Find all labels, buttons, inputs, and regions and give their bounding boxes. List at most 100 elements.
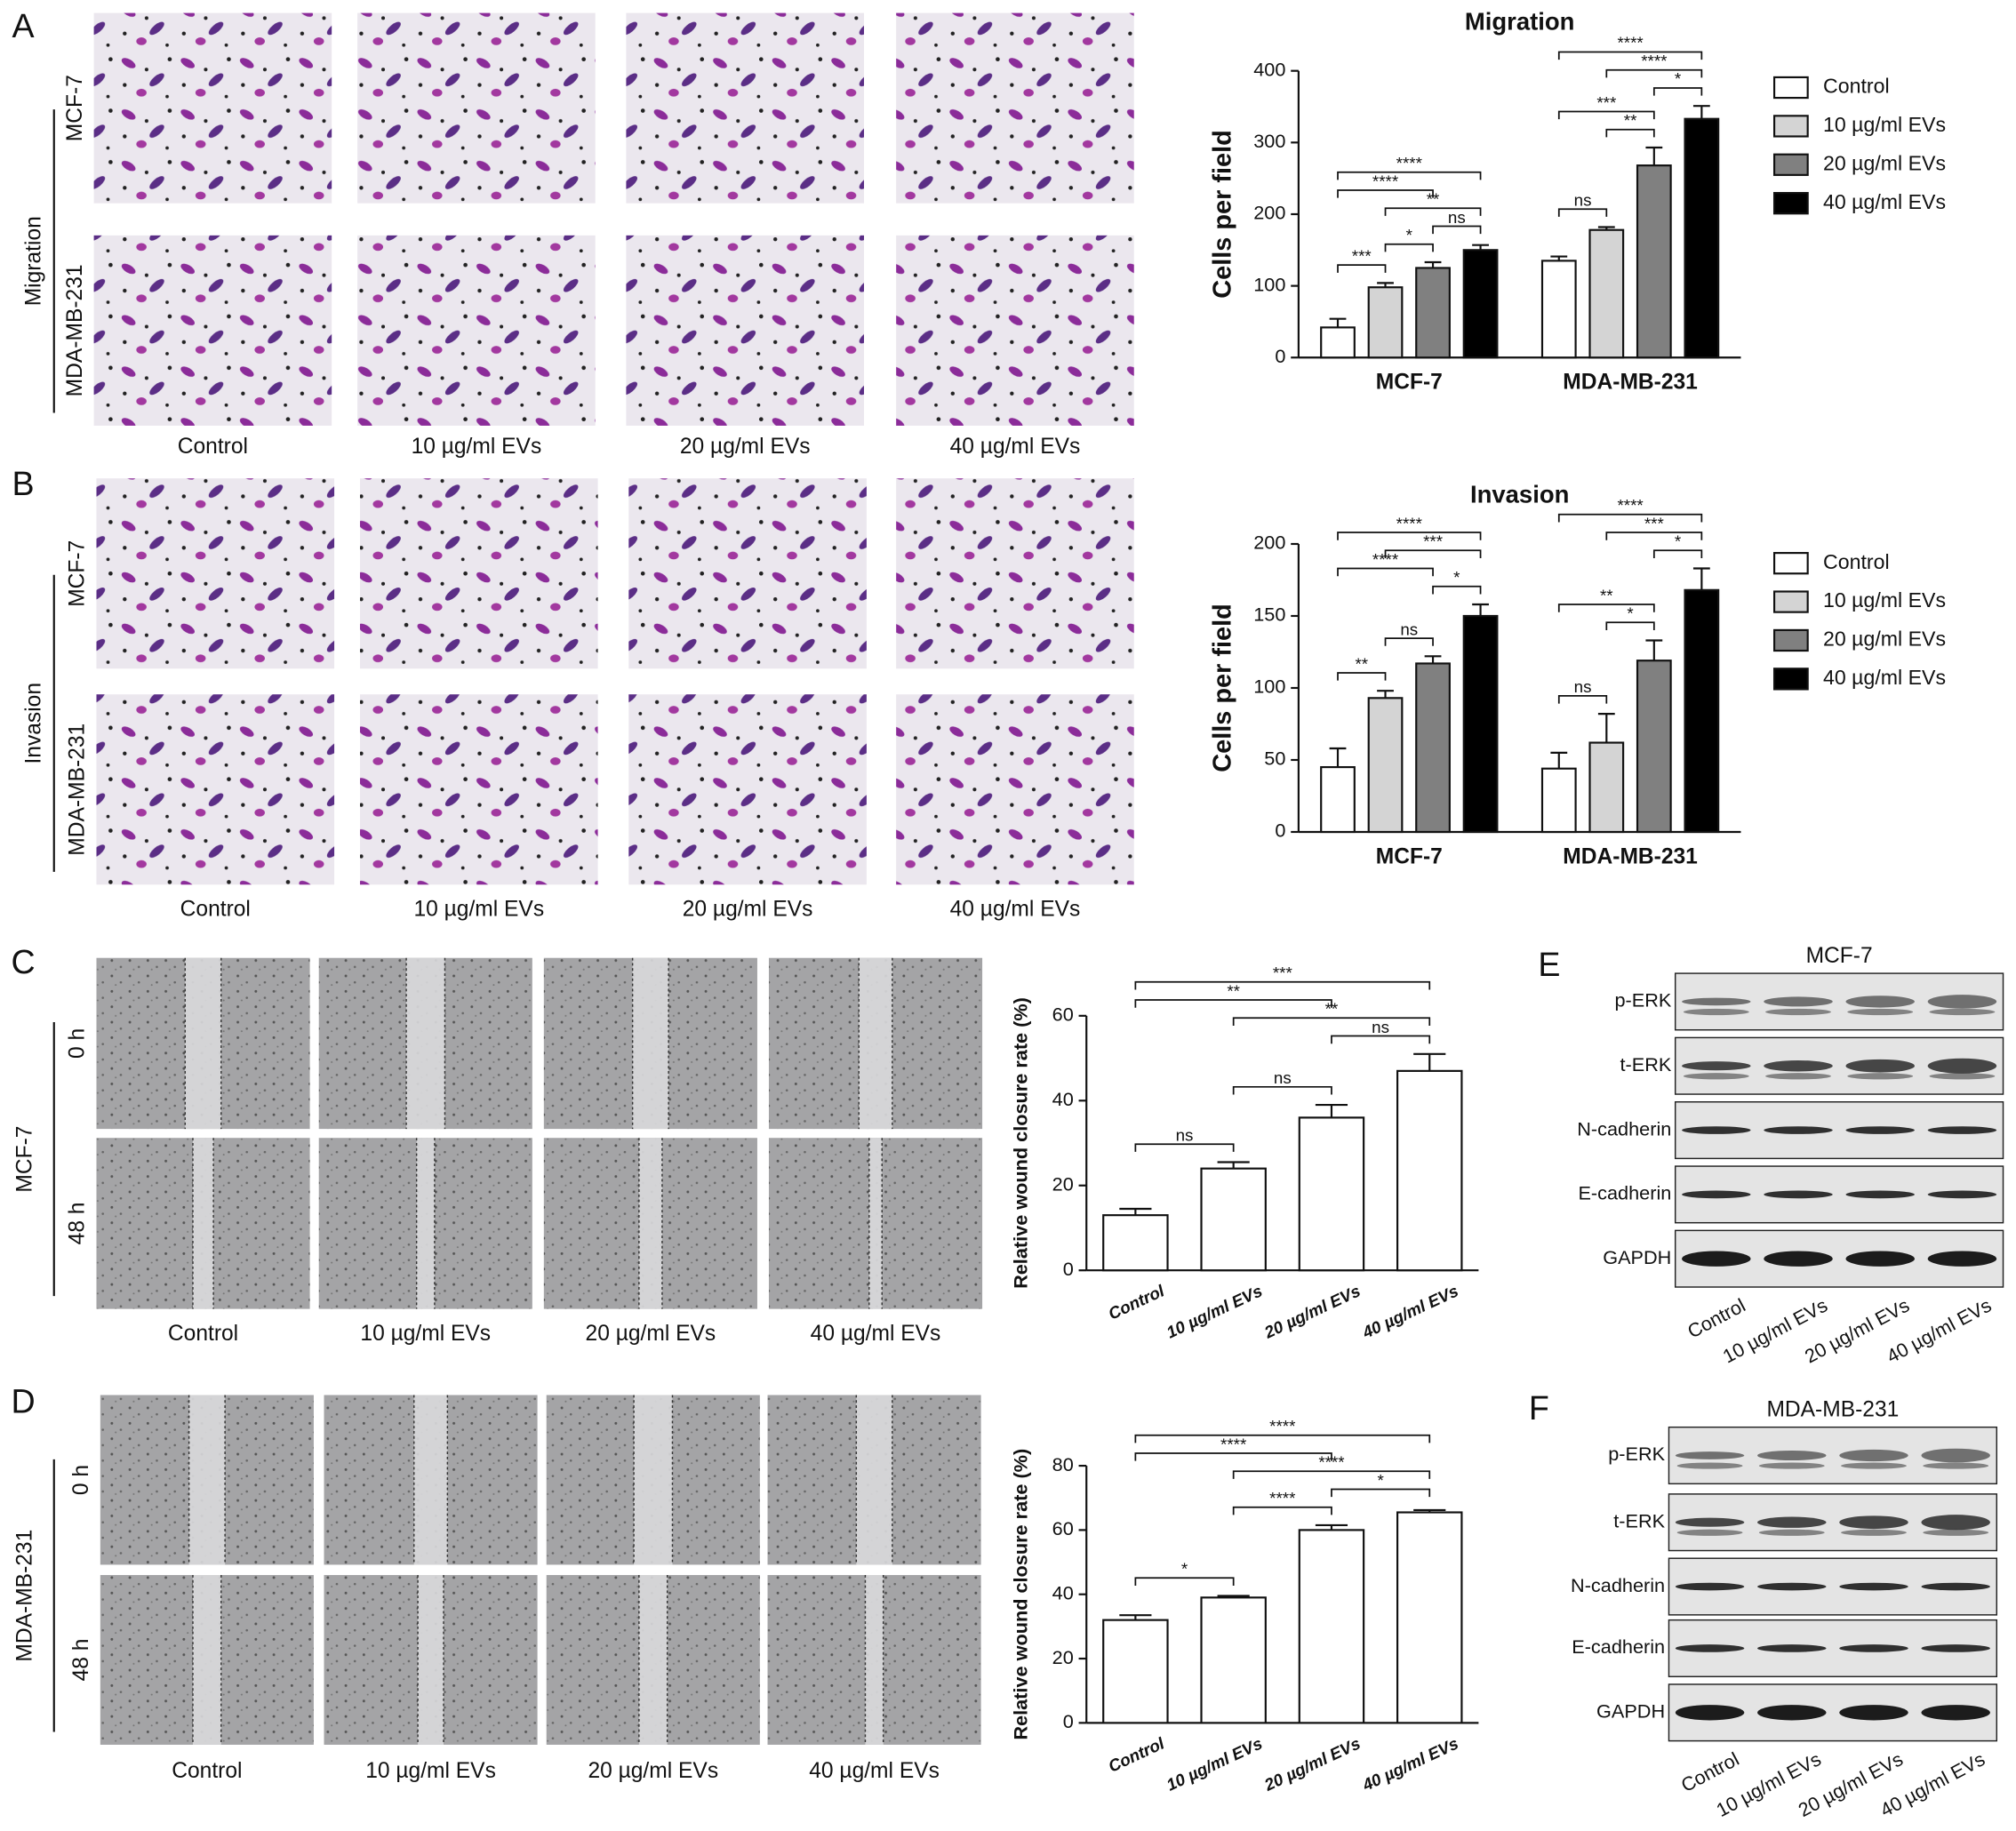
- significance-label: ****: [1617, 34, 1644, 52]
- blot-band: [1927, 995, 1997, 1009]
- bar: [1684, 117, 1720, 359]
- x-tick-label: MCF-7: [1376, 844, 1443, 868]
- blot-band: [1675, 1517, 1745, 1527]
- blot-band: [1675, 1582, 1745, 1591]
- significance-bracket: [1557, 695, 1608, 704]
- bar: [1415, 662, 1451, 834]
- micrograph: [896, 12, 1134, 204]
- blot-row-label: E-cadherin: [1572, 1635, 1665, 1658]
- significance-bracket: [1652, 549, 1703, 558]
- row-label: 0 h: [66, 1028, 90, 1059]
- blot-band: [1757, 1582, 1827, 1591]
- blot-band: [1845, 1251, 1915, 1267]
- significance-label: **: [1227, 981, 1240, 1000]
- blot-band: [1683, 1008, 1749, 1016]
- significance-label: *: [1453, 568, 1460, 587]
- bar: [1636, 660, 1672, 834]
- column-label: Control: [180, 898, 251, 922]
- row-label: 48 h: [66, 1202, 90, 1244]
- significance-label: ***: [1423, 532, 1444, 551]
- significance-label: ***: [1596, 93, 1617, 112]
- blot-band: [1757, 1451, 1827, 1460]
- blot-band: [1758, 1529, 1825, 1536]
- panel-letter: B: [12, 465, 34, 502]
- significance-bracket: [1337, 672, 1387, 681]
- blot-row-label: p-ERK: [1608, 1443, 1665, 1465]
- legend-swatch: [1772, 668, 1809, 691]
- blot-band: [1921, 1644, 1990, 1652]
- significance-bracket: [1652, 87, 1703, 96]
- row-label: MDA-MB-231: [63, 264, 87, 396]
- y-tick-label: 0: [1275, 345, 1285, 367]
- significance-label: ****: [1318, 1453, 1345, 1472]
- scratch: [406, 957, 445, 1130]
- significance-bracket: [1331, 1488, 1431, 1498]
- blot-band: [1764, 1126, 1833, 1134]
- micrograph: [896, 694, 1134, 885]
- blot-band: [1847, 1073, 1914, 1080]
- y-tick-label: 0: [1275, 820, 1285, 842]
- significance-label: ****: [1641, 52, 1668, 70]
- significance-bracket: [1432, 225, 1482, 235]
- scratch: [418, 1575, 444, 1745]
- y-tick-label: 20: [1052, 1646, 1074, 1668]
- significance-label: **: [1427, 190, 1440, 209]
- micrograph: [626, 12, 864, 204]
- blot-row-label: N-cadherin: [1571, 1574, 1665, 1596]
- significance-bracket: [1384, 549, 1482, 558]
- blot-band: [1676, 1529, 1743, 1536]
- blot-row-label: N-cadherin: [1577, 1117, 1671, 1139]
- significance-bracket: [1605, 621, 1655, 630]
- blot-band: [1682, 997, 1751, 1006]
- blot-band: [1845, 1190, 1915, 1199]
- significance-label: *: [1377, 1471, 1384, 1490]
- blot-band: [1841, 1529, 1907, 1536]
- blot-band: [1757, 1644, 1827, 1652]
- y-tick-label: 20: [1052, 1172, 1074, 1195]
- y-tick-label: 40: [1052, 1581, 1074, 1603]
- scratch: [416, 1138, 435, 1309]
- group-label: MDA-MB-231: [12, 1530, 36, 1662]
- bar: [1298, 1529, 1365, 1724]
- blot-band: [1764, 1060, 1833, 1072]
- bar: [1200, 1596, 1267, 1724]
- blot-band: [1683, 1073, 1749, 1080]
- significance-label: *: [1627, 604, 1634, 623]
- bar: [1367, 286, 1404, 359]
- y-tick-label: 60: [1052, 1517, 1074, 1539]
- blot-band: [1921, 1448, 1990, 1463]
- x-tick-label: 10 µg/ml EVs: [1164, 1281, 1265, 1341]
- column-label: 40 µg/ml EVs: [950, 898, 1081, 922]
- blot-band: [1839, 1705, 1908, 1721]
- blot-band: [1757, 1705, 1827, 1721]
- significance-bracket: [1134, 1143, 1235, 1152]
- significance-bracket: [1331, 1035, 1431, 1044]
- y-tick-label: 50: [1264, 748, 1285, 770]
- x-tick-label: Control: [1106, 1281, 1168, 1323]
- blot-band: [1921, 1515, 1990, 1531]
- column-label: Control: [178, 435, 248, 459]
- blot-band: [1927, 1251, 1997, 1267]
- row-label: MCF-7: [66, 540, 90, 607]
- blot-band: [1929, 1008, 1996, 1016]
- significance-label: *: [1406, 226, 1413, 244]
- significance-bracket: [1384, 637, 1434, 646]
- chart-title: Migration: [1465, 7, 1575, 35]
- bar: [1415, 267, 1451, 359]
- blot-row-label: GAPDH: [1596, 1700, 1665, 1723]
- significance-label: ****: [1617, 496, 1644, 515]
- x-tick-label: MDA-MB-231: [1563, 371, 1698, 395]
- bar: [1200, 1167, 1267, 1272]
- panel-letter: D: [11, 1383, 35, 1420]
- scratch: [634, 1395, 673, 1565]
- significance-bracket: [1557, 51, 1703, 60]
- micrograph: [628, 694, 867, 885]
- blot-band: [1845, 995, 1915, 1008]
- significance-bracket: [1384, 243, 1434, 252]
- group-label: MCF-7: [12, 1126, 36, 1193]
- blot-band: [1841, 1462, 1907, 1469]
- scratch: [856, 1395, 892, 1565]
- significance-label: ***: [1644, 514, 1665, 532]
- scratch: [192, 1575, 221, 1745]
- blot-band: [1839, 1449, 1908, 1462]
